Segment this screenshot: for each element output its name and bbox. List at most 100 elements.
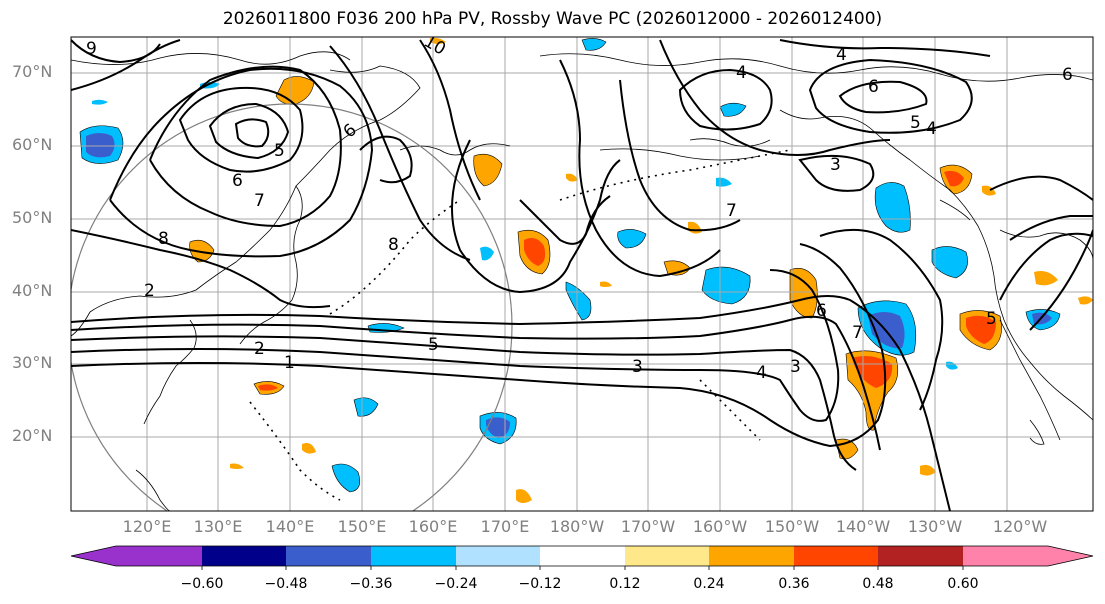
island-chains	[249, 149, 791, 501]
colorbar-segment	[878, 546, 963, 566]
anomaly-negative	[86, 133, 115, 158]
contour-labels: 9 10 6 6 7 8 8 5 4 4 6 5 4 2 1 2 5 3 3 3…	[86, 37, 1073, 383]
colorbar-tick-label: −0.24	[434, 576, 478, 592]
contour-label: 5	[428, 335, 439, 355]
colorbar-tick-label: 0.24	[693, 576, 725, 592]
lon-label: 140°W	[835, 517, 891, 536]
contour-label: 6	[1062, 65, 1073, 85]
colorbar-tick-label: −0.48	[264, 576, 308, 592]
anomaly-negative	[931, 246, 968, 279]
anomaly-positive	[230, 463, 244, 469]
anomaly-positive	[473, 153, 503, 187]
anomaly-negative	[92, 99, 108, 105]
contour-label: 6	[868, 77, 879, 97]
lon-label: 140°E	[265, 517, 315, 536]
anomaly-positive	[1034, 271, 1058, 286]
contour-label: 3	[790, 357, 801, 377]
contour-label: 4	[736, 63, 747, 83]
colorbar-segment	[456, 546, 540, 566]
contour-label: 3	[830, 155, 841, 175]
lat-label-50n: 50°N	[12, 208, 53, 227]
anomaly-negative	[701, 266, 751, 305]
anomaly-negative	[480, 246, 494, 261]
colorbar-segment	[540, 546, 625, 566]
colorbar-tick-label: −0.60	[180, 576, 224, 592]
coastlines	[71, 51, 1093, 511]
contour-label: 2	[144, 281, 155, 301]
lon-label: 170°W	[620, 517, 676, 536]
anomaly-positive	[516, 489, 532, 503]
lat-label-20n: 20°N	[12, 426, 53, 445]
colorbar-tick-label: −0.36	[349, 576, 393, 592]
lon-label: 150°E	[337, 517, 387, 536]
colorbar-segment	[709, 546, 794, 566]
colorbar-segment	[794, 546, 878, 566]
contour-label: 1	[284, 353, 295, 373]
anomaly-negative	[617, 229, 647, 249]
anomaly-negative	[719, 102, 747, 117]
colorbar-tick-label: 0.36	[778, 576, 810, 592]
lat-label-40n: 40°N	[12, 281, 53, 300]
lon-label: 150°W	[764, 517, 820, 536]
lon-label: 160°W	[692, 517, 748, 536]
anomaly-positive	[600, 281, 612, 287]
lon-label: 180°W	[549, 517, 605, 536]
contour-label: 6	[232, 171, 243, 191]
colorbar-tick-label: 0.48	[862, 576, 894, 592]
contour-label: 7	[254, 191, 265, 211]
lat-label-30n: 30°N	[12, 353, 53, 372]
contour-label: 9	[86, 39, 97, 59]
lon-label: 120°W	[992, 517, 1048, 536]
anomaly-positive	[566, 173, 578, 182]
colorbar-segment	[963, 546, 1048, 566]
colorbar-segment	[202, 546, 286, 566]
anomaly-positive	[302, 443, 316, 454]
anomaly-positive	[430, 37, 446, 44]
colorbar	[70, 545, 1094, 570]
lat-label-60n: 60°N	[12, 135, 53, 154]
colorbar-segment	[625, 546, 709, 566]
contour-label: 4	[926, 119, 937, 139]
contour-label: 4	[756, 363, 767, 383]
anomaly-positive	[920, 464, 936, 476]
lat-label-70n: 70°N	[12, 62, 53, 81]
contour-label: 5	[910, 113, 921, 133]
contour-label: 2	[254, 339, 265, 359]
plot-title: 2026011800 F036 200 hPa PV, Rossby Wave …	[222, 9, 883, 29]
lon-label: 130°E	[193, 517, 243, 536]
colorbar-extend-high	[1048, 546, 1093, 566]
contour-label: 3	[632, 357, 643, 377]
graticule	[71, 37, 1093, 511]
anomaly-positive	[258, 384, 278, 391]
contour-label: 7	[852, 323, 863, 343]
anomaly-positive	[1078, 296, 1093, 305]
colorbar-segment	[286, 546, 371, 566]
lon-label: 170°E	[480, 517, 530, 536]
colorbar-extend-low	[71, 546, 116, 566]
contour-label: 4	[836, 45, 847, 65]
contour-label: 5	[986, 309, 997, 329]
anomaly-negative	[581, 38, 607, 51]
pv-contours	[71, 39, 1093, 511]
colorbar-tick-label: −0.12	[518, 576, 562, 592]
anomaly-positive	[944, 170, 964, 187]
colorbar-tick-label: 0.60	[947, 576, 979, 592]
lon-label: 160°E	[408, 517, 458, 536]
lon-label: 120°E	[122, 517, 172, 536]
anomaly-positive	[982, 185, 996, 196]
anomaly-negative	[486, 417, 510, 438]
contour-label: 8	[388, 235, 399, 255]
rossby-wave-region-circle	[71, 103, 513, 511]
lon-label: 130°W	[907, 517, 963, 536]
anomaly-negative	[331, 463, 361, 493]
map-frame	[70, 36, 1094, 512]
anomaly-positive	[524, 238, 546, 266]
contour-label: 5	[274, 141, 285, 161]
colorbar-tick-label: 0.12	[609, 576, 641, 592]
anomaly-positive	[789, 268, 818, 319]
anomaly-positive	[966, 315, 996, 344]
colorbar-segment	[116, 546, 202, 566]
contour-label: 6	[816, 301, 827, 321]
colorbar-segment	[371, 546, 456, 566]
